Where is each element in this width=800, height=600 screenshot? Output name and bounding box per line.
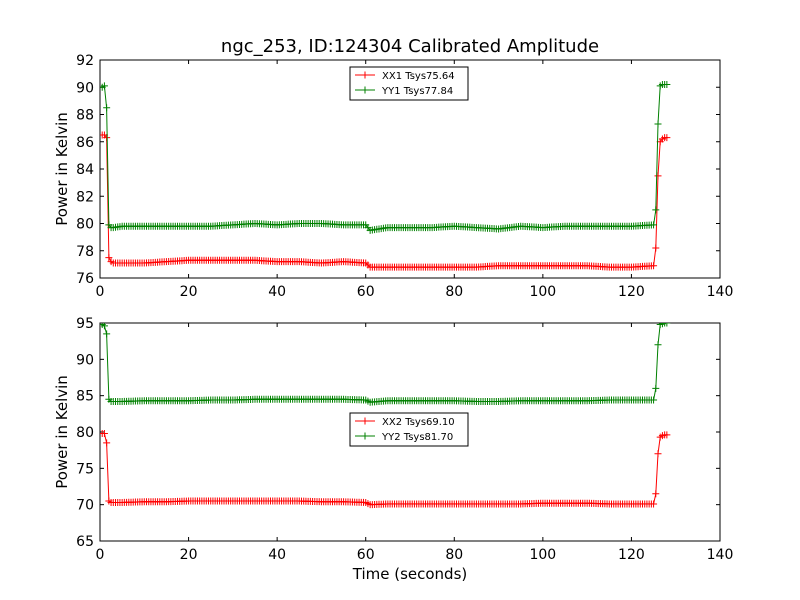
y-tick-label: 65	[76, 534, 94, 550]
x-tick-label: 100	[529, 547, 556, 563]
data-point	[100, 82, 108, 90]
legend: XX2 Tsys69.10 YY2 Tsys81.70	[349, 412, 469, 447]
series-xx2	[100, 429, 671, 509]
data-point	[663, 323, 671, 327]
x-axis-label: Time (seconds)	[352, 565, 468, 583]
series-line	[102, 134, 667, 268]
x-tick-label: 120	[618, 547, 645, 563]
data-point	[650, 262, 658, 270]
data-point	[661, 323, 669, 327]
y-tick-label: 78	[76, 244, 94, 260]
data-point	[654, 450, 662, 458]
x-tick-label: 20	[180, 284, 198, 300]
series-line	[101, 323, 667, 403]
y-axis-label: Power in Kelvin	[53, 112, 71, 226]
y-tick-label: 80	[76, 425, 94, 441]
y-tick-label: 90	[76, 80, 94, 96]
x-tick-label: 20	[180, 547, 198, 563]
data-point	[652, 490, 660, 498]
y-tick-label: 80	[76, 217, 94, 233]
data-point	[650, 500, 658, 508]
x-tick-label: 140	[707, 547, 734, 563]
panel-1: 0 20 40 60 80 100 120 140 76 78 80 82 84 86 88 90 92 Powe…	[53, 53, 733, 300]
panel-2: 0 20 40 60 80 100 120 140 65 70 75 80 85 90 95 Power in…	[53, 316, 733, 583]
data-point	[654, 172, 662, 180]
y-tick-label: 82	[76, 189, 94, 205]
legend: XX1 Tsys75.64 YY1 Tsys77.84	[349, 66, 469, 101]
series-xx1	[100, 131, 671, 271]
data-point	[650, 221, 658, 229]
legend-entry: YY2 Tsys81.70	[381, 432, 453, 443]
series-yy2	[100, 323, 671, 406]
data-point	[663, 431, 671, 439]
data-point	[654, 341, 662, 349]
x-tick-label: 60	[357, 284, 375, 300]
legend-marker	[361, 417, 369, 425]
x-tick-label: 120	[618, 284, 645, 300]
x-tick-label: 100	[529, 284, 556, 300]
x-tick-label: 0	[96, 547, 105, 563]
y-tick-label: 90	[76, 352, 94, 368]
legend-box	[349, 66, 469, 101]
y-tick-label: 92	[76, 53, 94, 69]
y-tick-label: 84	[76, 162, 94, 178]
data-point	[100, 323, 108, 330]
legend-marker	[361, 432, 369, 440]
series-yy1	[100, 81, 671, 234]
data-point	[103, 330, 111, 338]
x-tick-label: 40	[268, 547, 286, 563]
legend-entry: XX2 Tsys69.10	[382, 417, 455, 428]
y-tick-label: 88	[76, 108, 94, 124]
legend-box	[349, 412, 469, 447]
y-tick-label: 95	[76, 316, 94, 332]
data-point	[652, 206, 660, 214]
x-tick-label: 0	[96, 284, 105, 300]
data-point	[103, 439, 111, 447]
data-point	[650, 396, 658, 404]
y-tick-label: 76	[76, 271, 94, 287]
y-tick-label: 85	[76, 389, 94, 405]
legend-entry: YY1 Tsys77.84	[381, 86, 453, 97]
data-point	[652, 244, 660, 252]
x-tick-label: 80	[445, 284, 463, 300]
data-point	[103, 104, 111, 112]
x-tick-label: 80	[445, 547, 463, 563]
x-tick-label: 40	[268, 284, 286, 300]
data-point	[652, 384, 660, 392]
legend-entry: XX1 Tsys75.64	[382, 71, 455, 82]
data-point	[663, 134, 671, 142]
data-point	[654, 120, 662, 128]
y-tick-label: 70	[76, 498, 94, 514]
legend-marker	[361, 71, 369, 79]
y-tick-label: 86	[76, 135, 94, 151]
data-point	[663, 81, 671, 89]
x-tick-label: 140	[707, 284, 734, 300]
x-tick-label: 60	[357, 547, 375, 563]
y-axis-label: Power in Kelvin	[53, 375, 71, 489]
y-tick-label: 75	[76, 461, 94, 477]
data-point	[105, 254, 113, 262]
legend-marker	[361, 86, 369, 94]
data-point	[100, 429, 108, 437]
series-line	[101, 84, 667, 231]
chart-title: ngc_253, ID:124304 Calibrated Amplitude	[221, 36, 599, 57]
